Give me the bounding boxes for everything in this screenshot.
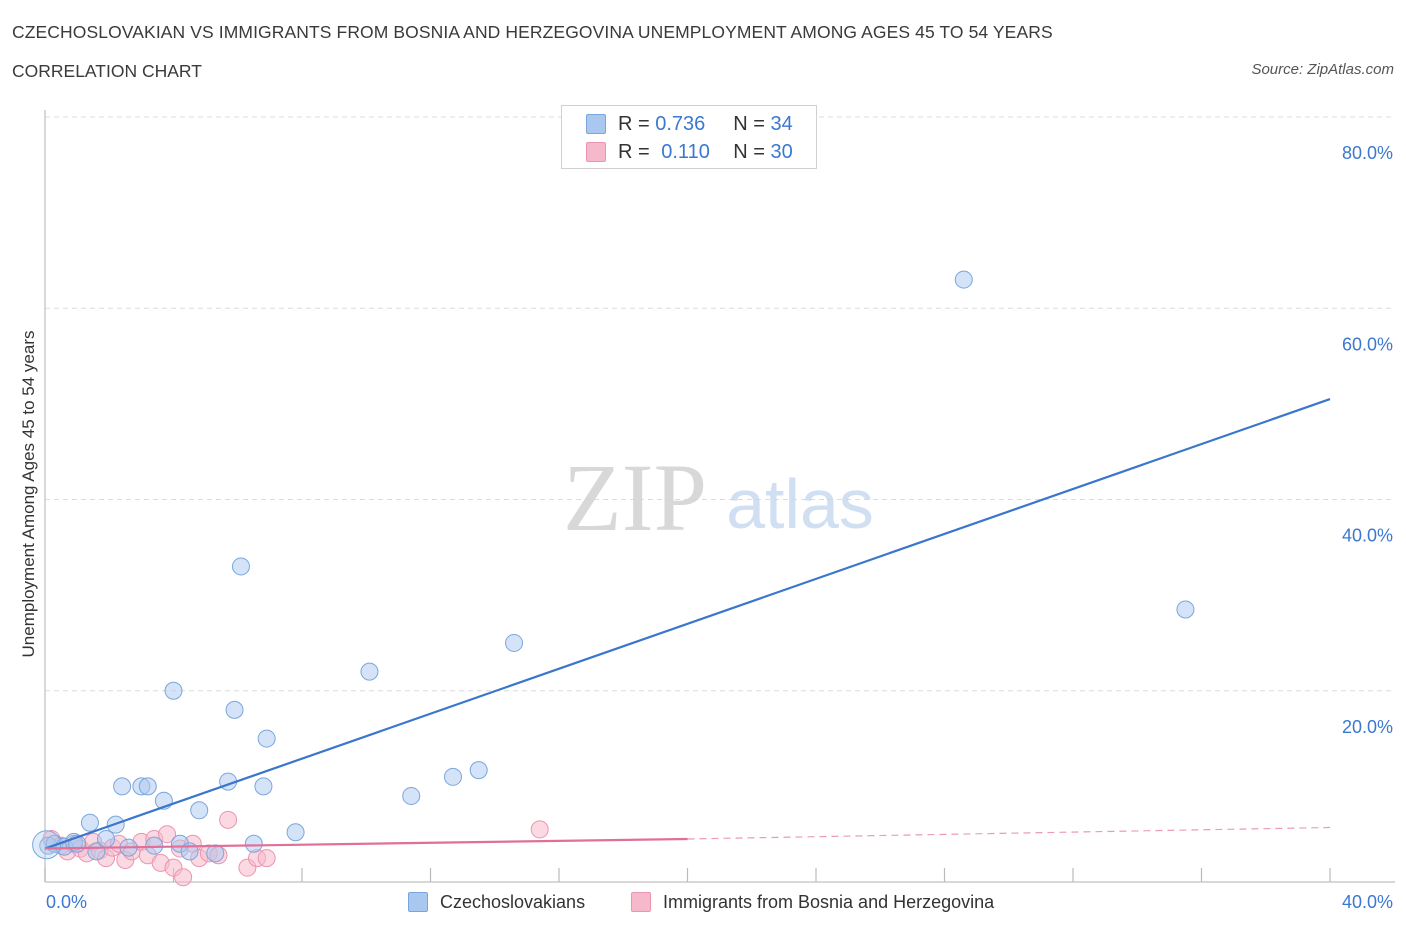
- data-point-czechoslovakians: [257, 729, 276, 748]
- data-point-czechoslovakians: [164, 681, 183, 700]
- stats-legend-row-2: R = 0.110 N = 30: [586, 140, 793, 164]
- axis-labels: 20.0% 40.0% 60.0% 80.0% 0.0% 40.0%: [46, 143, 1393, 912]
- data-point-bosnia: [158, 825, 177, 844]
- trend-lines: [44, 398, 1331, 850]
- data-point-bosnia: [174, 868, 193, 887]
- blue-swatch: [586, 114, 606, 134]
- data-point-czechoslovakians: [145, 836, 164, 855]
- data-point-czechoslovakians: [138, 777, 157, 796]
- data-point-czechoslovakians: [1176, 600, 1195, 619]
- data-point-czechoslovakians: [286, 823, 305, 842]
- watermark-atlas: atlas: [726, 465, 874, 543]
- data-point-bosnia: [257, 849, 276, 868]
- series-czechoslovakians-points: [32, 270, 1195, 863]
- x-tick-label: 40.0%: [1342, 892, 1393, 912]
- stats-legend: R = 0.736 N = 34 R = 0.110 N = 30: [561, 105, 817, 169]
- legend-label: Czechoslovakians: [440, 891, 586, 912]
- data-point-czechoslovakians: [113, 777, 132, 796]
- data-point-czechoslovakians: [190, 801, 209, 820]
- data-point-czechoslovakians: [97, 829, 116, 848]
- data-point-cluster: [32, 830, 62, 860]
- r-value: 0.110: [661, 140, 710, 163]
- axis-ticks: [44, 868, 1331, 882]
- pink-swatch: [631, 892, 651, 912]
- data-point-bosnia: [530, 820, 549, 839]
- legend-item-czechoslovakians[interactable]: Czechoslovakians: [408, 889, 585, 915]
- trendline-czechoslovakians: [44, 398, 1331, 850]
- data-point-czechoslovakians: [206, 844, 225, 863]
- chart-title: CZECHOSLOVAKIAN VS IMMIGRANTS FROM BOSNI…: [12, 22, 1053, 42]
- data-point-czechoslovakians: [443, 767, 462, 786]
- legend-item-bosnia[interactable]: Immigrants from Bosnia and Herzegovina: [631, 889, 994, 915]
- axes: [44, 110, 1395, 883]
- y-axis-label: Unemployment Among Ages 45 to 54 years: [19, 331, 38, 658]
- watermark-zip: ZIP: [563, 444, 707, 551]
- y-tick-label: 60.0%: [1342, 334, 1393, 354]
- data-point-czechoslovakians: [469, 761, 488, 780]
- n-value: 30: [770, 140, 793, 163]
- data-point-czechoslovakians: [244, 834, 263, 853]
- r-value: 0.736: [655, 112, 706, 135]
- data-point-czechoslovakians: [360, 662, 379, 681]
- data-point-czechoslovakians: [231, 557, 250, 576]
- blue-swatch: [408, 892, 428, 912]
- r-label: R =: [618, 140, 650, 163]
- pink-swatch: [586, 142, 606, 162]
- n-label: N =: [733, 112, 765, 135]
- stats-legend-row-1: R = 0.736 N = 34: [586, 112, 793, 136]
- data-point-czechoslovakians: [954, 270, 973, 289]
- data-point-bosnia: [219, 810, 238, 829]
- n-value: 34: [770, 112, 793, 135]
- y-tick-label: 20.0%: [1342, 717, 1393, 737]
- data-point-czechoslovakians: [505, 633, 524, 652]
- data-point-czechoslovakians: [254, 777, 273, 796]
- source-label: Source: ZipAtlas.com: [1251, 61, 1394, 78]
- r-label: R =: [618, 112, 650, 135]
- data-point-czechoslovakians: [225, 700, 244, 719]
- trendline-bosnia: [687, 826, 1331, 840]
- trendline-bosnia: [44, 837, 688, 850]
- chart-subtitle: CORRELATION CHART: [12, 61, 202, 81]
- y-tick-label: 40.0%: [1342, 526, 1393, 546]
- data-point-czechoslovakians: [402, 786, 421, 805]
- data-point-czechoslovakians: [80, 813, 99, 832]
- n-label: N =: [733, 140, 765, 163]
- y-tick-label: 80.0%: [1342, 143, 1393, 163]
- x-tick-label: 0.0%: [46, 892, 87, 912]
- legend-label: Immigrants from Bosnia and Herzegovina: [663, 891, 995, 912]
